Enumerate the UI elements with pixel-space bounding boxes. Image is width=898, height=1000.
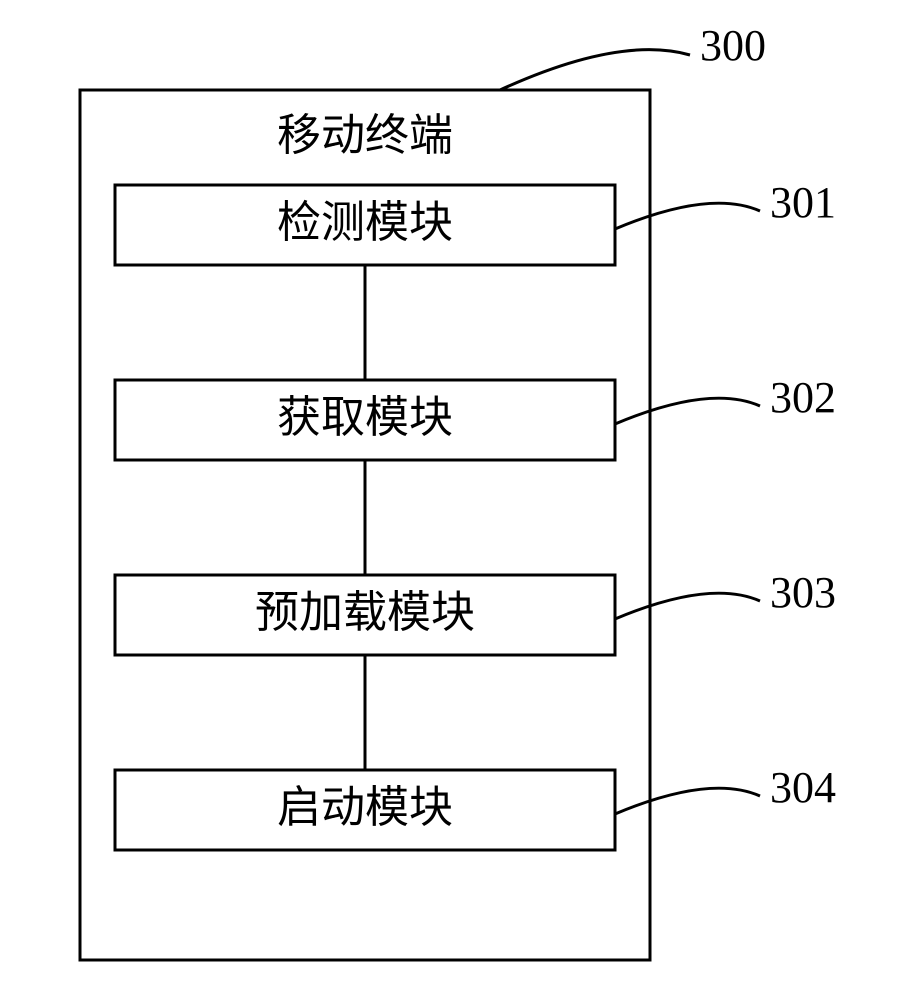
ref-label-300: 300: [700, 21, 766, 70]
leader-outer: [500, 50, 690, 90]
ref-label-303: 303: [770, 568, 836, 617]
module-label-304: 启动模块: [277, 783, 453, 832]
leader-304: [615, 788, 760, 814]
leader-302: [615, 398, 760, 424]
container-title: 移动终端: [277, 111, 453, 160]
block-diagram: 移动终端 300 检测模块 301 获取模块 302 预加载模块 303 启动模块 304: [0, 0, 898, 1000]
ref-label-302: 302: [770, 373, 836, 422]
ref-label-304: 304: [770, 763, 836, 812]
leader-301: [615, 203, 760, 229]
module-label-303: 预加载模块: [255, 588, 475, 637]
module-label-301: 检测模块: [277, 198, 453, 247]
module-label-302: 获取模块: [277, 393, 453, 442]
ref-label-301: 301: [770, 178, 836, 227]
leader-303: [615, 593, 760, 619]
